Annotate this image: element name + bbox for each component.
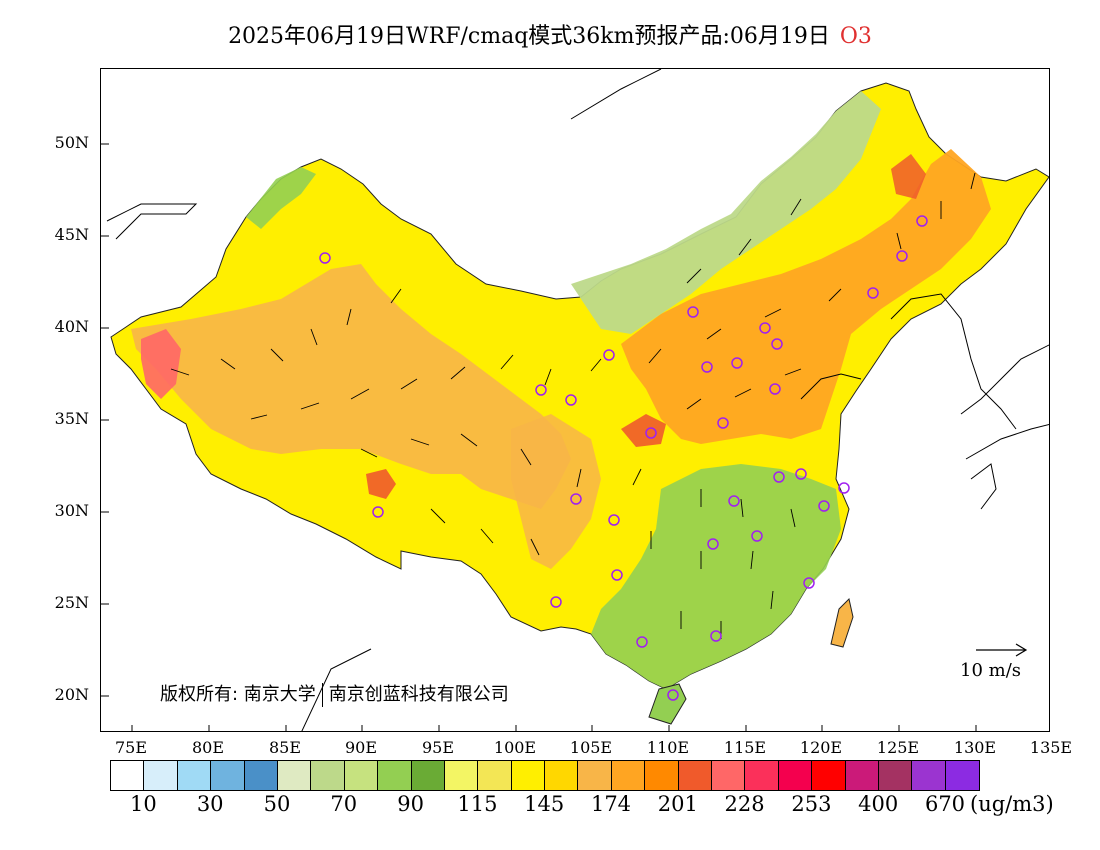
colorbar-segment-7 [344,761,379,790]
lat-label-20n: 20N [54,685,89,704]
hotspot-tibet [366,469,396,499]
wind-reference-label: 10 m/s [960,660,1021,681]
lon-label-75e: 75E [114,738,148,757]
hotspot-kashgar [141,329,181,399]
colorbar-segment-1 [144,761,178,790]
wind-reference-arrow [976,643,1028,657]
colorbar-segment-13 [545,761,579,790]
colorbar-label-70: 70 [330,792,358,816]
colorbar-segment-6 [311,761,345,790]
lon-label-80e: 80E [191,738,225,757]
colorbar-label-90: 90 [397,792,424,816]
colorbar-segment-22 [845,761,879,790]
colorbar-segment-18 [712,761,746,790]
colorbar-segment-3 [211,761,245,790]
low-ozone-north-belt [571,91,881,334]
lon-label-95e: 95E [421,738,455,757]
lon-label-110e: 110E [646,738,690,757]
station-markers [319,215,928,701]
colorbar-segment-5 [277,761,312,790]
low-ozone-south-china [591,464,841,689]
colorbar-segment-23 [878,761,913,790]
colorbar-segment-17 [678,761,713,790]
lon-label-105e: 105E [569,738,613,757]
lon-label-90e: 90E [344,738,378,757]
lon-label-115e: 115E [723,738,767,757]
colorbar [110,760,981,791]
lat-label-35n: 35N [54,409,89,428]
lat-label-40n: 40N [54,317,89,336]
colorbar-segment-16 [645,761,679,790]
colorbar-label-201: 201 [657,792,698,816]
lon-label-85e: 85E [268,738,302,757]
colorbar-segment-15 [611,761,646,790]
colorbar-segment-11 [478,761,512,790]
southwest-orange-patch [511,414,601,569]
colorbar-segment-20 [778,761,813,790]
colorbar-unit: (ug/m3) [970,792,1054,816]
lon-label-130e: 130E [953,738,997,757]
hainan-island [648,683,687,725]
coastlines [106,69,1049,731]
hotspot-shaanxi [621,414,666,447]
lon-label-135e: 135E [1029,738,1073,757]
frame-ticks [101,143,977,731]
high-ozone-north-china-plain [621,149,991,444]
colorbar-label-228: 228 [724,792,765,816]
colorbar-segment-0 [111,761,145,790]
map-canvas [101,69,1049,731]
colorbar-segment-8 [378,761,412,790]
colorbar-segment-14 [578,761,612,790]
lon-label-125e: 125E [876,738,920,757]
colorbar-label-174: 174 [590,792,632,816]
hotspot-northeast [891,154,926,199]
lat-label-50n: 50N [54,133,89,152]
lon-label-120e: 120E [799,738,843,757]
copyright-right: 南京创蓝科技有限公司 [328,684,509,705]
colorbar-segment-24 [912,761,946,790]
copyright-left: 版权所有: 南京大学 [160,684,316,705]
low-ozone-tianshan [246,167,316,229]
colorbar-label-253: 253 [791,792,832,816]
ozone-map [100,68,1050,732]
lat-label-25n: 25N [54,593,89,612]
colorbar-label-50: 50 [263,792,291,816]
colorbar-segment-21 [812,761,846,790]
colorbar-label-670: 670 [924,792,966,816]
colorbar-segment-12 [511,761,546,790]
colorbar-segment-10 [444,761,479,790]
colorbar-label-10: 10 [130,792,157,816]
colorbar-segment-25 [945,761,980,790]
wind-vectors [170,172,976,639]
lat-label-45n: 45N [54,225,89,244]
map-title: 2025年06月19日WRF/cmaq模式36km预报产品:06月19日 O3 [0,18,1100,50]
lat-label-30n: 30N [54,501,89,520]
colorbar-segment-2 [177,761,212,790]
colorbar-segment-9 [411,761,445,790]
colorbar-label-400: 400 [858,792,899,816]
colorbar-segment-4 [244,761,278,790]
copyright-notice: 版权所有: 南京大学 南京创蓝科技有限公司 [160,680,509,707]
colorbar-label-30: 30 [196,792,224,816]
copyright-separator [321,683,323,707]
title-text: 2025年06月19日WRF/cmaq模式36km预报产品:06月19日 [228,24,830,49]
colorbar-label-145: 145 [524,792,565,816]
taiwan-island [830,598,854,648]
high-ozone-northwest [131,264,571,509]
lon-label-100e: 100E [493,738,537,757]
colorbar-segment-19 [745,761,779,790]
pollutant-label: O3 [839,24,872,49]
colorbar-label-115: 115 [457,792,498,816]
